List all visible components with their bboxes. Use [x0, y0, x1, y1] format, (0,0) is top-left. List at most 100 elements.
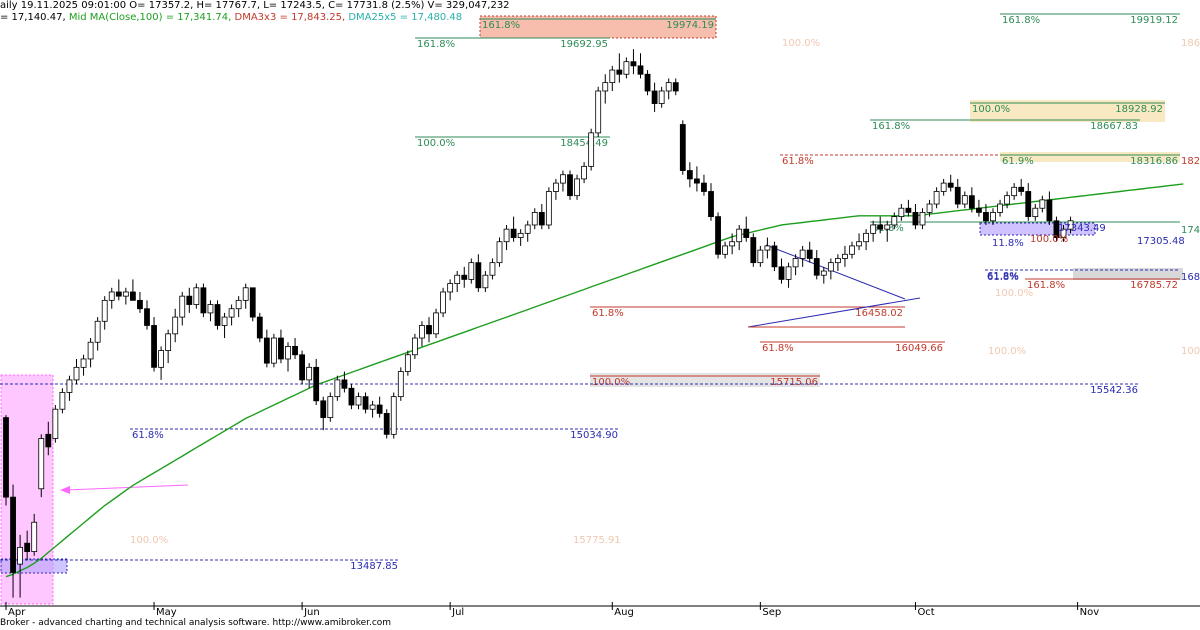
- candle: [644, 70, 651, 96]
- candle-body: [623, 61, 630, 75]
- candle-body: [292, 346, 298, 356]
- candle: [158, 346, 165, 380]
- candle: [249, 287, 256, 322]
- candle: [672, 78, 679, 96]
- candle-body: [926, 203, 933, 213]
- candle: [545, 187, 552, 230]
- candle-body: [940, 182, 947, 192]
- candle-body: [813, 258, 820, 276]
- fib-level-pct: 100.0%: [972, 104, 1010, 115]
- candle-body: [792, 258, 799, 268]
- candle: [108, 287, 115, 309]
- candle-body: [263, 337, 270, 364]
- candle: [792, 254, 799, 276]
- candle: [503, 224, 510, 251]
- candle-body: [214, 304, 221, 326]
- dma25-readout: DMA25x5 = 17,480.48: [348, 12, 463, 23]
- candle: [489, 258, 496, 280]
- right-axis-label: 1742: [1181, 225, 1200, 236]
- candle: [306, 363, 313, 389]
- candle-body: [856, 241, 862, 247]
- candle: [80, 354, 87, 376]
- candle-body: [538, 212, 545, 226]
- candle-body: [1039, 199, 1046, 209]
- candle-body: [101, 299, 108, 322]
- candle: [242, 283, 249, 309]
- candle-body: [115, 291, 122, 297]
- fib-level-pct: 161.8%: [417, 39, 455, 50]
- candle: [334, 375, 341, 401]
- fib-level-pct: 161.8%: [1002, 15, 1040, 26]
- candle: [510, 216, 517, 242]
- candle-body: [207, 304, 214, 314]
- candle: [87, 338, 94, 368]
- candle-body: [835, 258, 841, 264]
- fib-level-value: 16049.66: [895, 343, 943, 354]
- chart-header-line-2: = 17,140.47, Mid MA(Close,100) = 17,341.…: [0, 12, 462, 24]
- candle: [799, 245, 806, 267]
- candle: [214, 300, 221, 330]
- candle-body: [1032, 207, 1039, 218]
- candle-body: [679, 124, 686, 171]
- candle-body: [200, 287, 207, 314]
- fib-level-value: 15542.36: [1090, 385, 1138, 396]
- candle: [863, 229, 869, 251]
- fib-zones: [0, 15, 1183, 605]
- candle-body: [426, 325, 432, 335]
- candle: [856, 233, 862, 251]
- candle-body: [827, 262, 834, 272]
- candle-body: [637, 65, 644, 75]
- candle-body: [954, 186, 961, 205]
- candle: [376, 396, 383, 418]
- candle-body: [990, 212, 996, 222]
- candle: [355, 392, 362, 410]
- candle: [976, 199, 982, 217]
- candle-body: [743, 228, 750, 238]
- fib-level-pct: 161.8%: [1027, 280, 1065, 291]
- candle-body: [1053, 220, 1060, 238]
- candle: [256, 312, 263, 343]
- candle-body: [715, 216, 721, 255]
- candle-body: [151, 325, 157, 368]
- candle: [560, 170, 566, 192]
- candle: [221, 312, 228, 339]
- candle-body: [433, 312, 439, 335]
- candle: [835, 254, 841, 272]
- candle: [447, 279, 454, 301]
- candle: [115, 279, 122, 301]
- candle-body: [651, 90, 658, 104]
- candle-body: [616, 69, 623, 75]
- candle: [983, 204, 989, 225]
- x-axis-label: Sep: [762, 607, 781, 618]
- candle: [630, 49, 637, 75]
- fib-level-value: 19692.95: [560, 39, 608, 50]
- candle: [524, 220, 531, 242]
- candle: [933, 187, 940, 209]
- x-axis-label: Jul: [451, 607, 464, 618]
- candle: [10, 484, 16, 598]
- candle: [517, 229, 524, 246]
- candle: [708, 183, 714, 221]
- candle: [454, 271, 461, 292]
- candle-body: [503, 228, 510, 243]
- candle: [736, 224, 743, 251]
- right-axis-label: 1824: [1181, 156, 1200, 167]
- candle-body: [686, 170, 693, 180]
- fib-level-pct: 61.8%: [132, 430, 164, 441]
- candle-body: [729, 241, 736, 247]
- chart-header-line-1: aily 19.11.2025 09:01:00 O= 17357.2, H= …: [0, 0, 510, 12]
- candle-body: [52, 408, 59, 439]
- candle: [397, 367, 404, 401]
- trendline: [765, 244, 906, 300]
- candle-body: [193, 287, 200, 305]
- fib-level-value: 15715.06: [770, 377, 818, 388]
- candle: [1032, 204, 1039, 221]
- chart-annotation: 17343.49: [1058, 223, 1106, 234]
- candle: [884, 220, 891, 242]
- candle-body: [397, 371, 404, 398]
- candle: [961, 191, 968, 209]
- candle-body: [701, 182, 707, 192]
- fib-level-pct: 61.8%: [987, 271, 1019, 282]
- candle: [877, 216, 884, 234]
